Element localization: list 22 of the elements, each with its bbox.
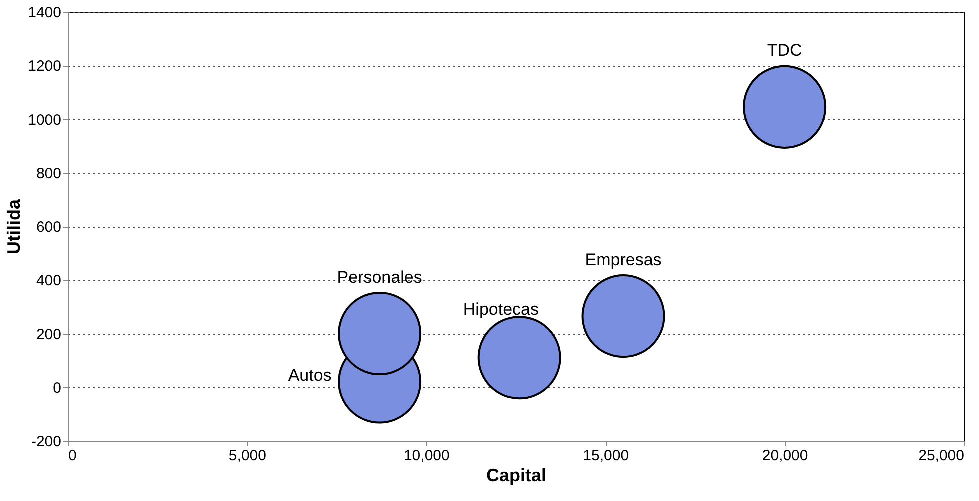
x-tick-label: 20,000 <box>762 448 808 464</box>
x-tick-label: 25,000 <box>918 448 964 464</box>
annotation: TDC <box>767 41 802 60</box>
annotation: Hipotecas <box>463 300 539 319</box>
y-tick-label: 1400 <box>28 4 62 22</box>
annotation: Personales <box>337 268 422 287</box>
y-axis-title: Utilida <box>4 198 24 255</box>
y-tick-label: 1200 <box>28 58 62 76</box>
y-tick-label: 1000 <box>28 112 62 129</box>
x-axis-title: Capital <box>486 466 547 486</box>
x-tick-label: 15,000 <box>583 448 630 464</box>
y-tick-label: -200 <box>31 434 62 450</box>
y-tick-label: 400 <box>36 272 62 290</box>
y-tick-label: 0 <box>53 380 62 397</box>
x-tick-label: 0 <box>68 448 77 464</box>
y-tick-label: 800 <box>36 165 62 182</box>
annotation: Empresas <box>585 250 662 270</box>
y-tick-label: 600 <box>36 219 62 236</box>
x-tick-label: 5,000 <box>228 448 266 464</box>
x-tick-label: 10,000 <box>404 448 450 464</box>
annotation: Autos <box>288 366 332 386</box>
y-tick-label: 200 <box>36 326 62 344</box>
